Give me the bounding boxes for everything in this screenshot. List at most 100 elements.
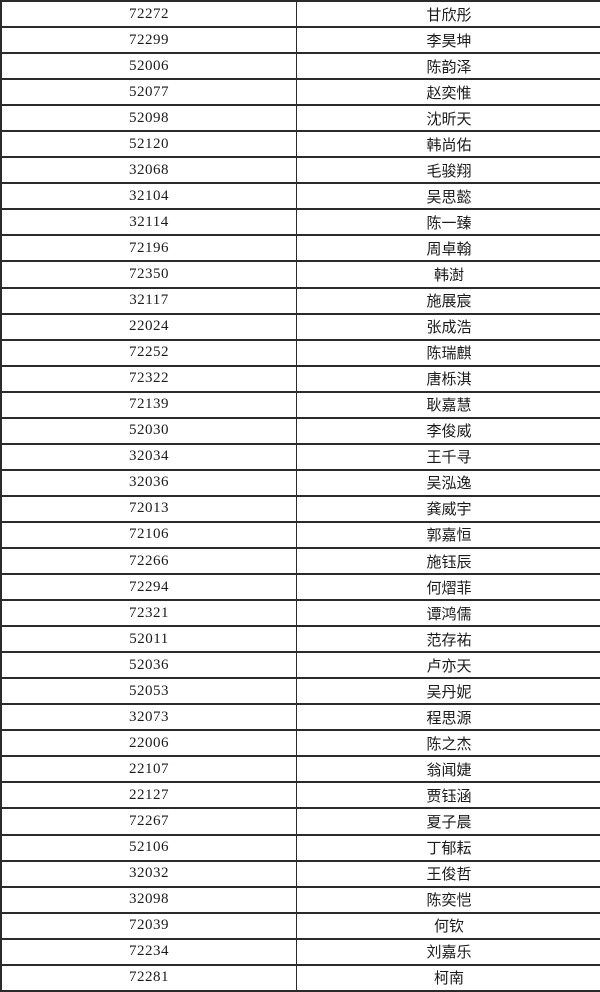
student-name-cell: 吴泓逸 (296, 468, 600, 497)
student-name-cell: 陈瑞麒 (296, 338, 600, 367)
student-id-cell: 32032 (0, 859, 297, 888)
student-id-cell: 32034 (0, 442, 297, 471)
student-id-cell: 52120 (0, 130, 297, 159)
student-name-cell: 陈奕恺 (296, 885, 600, 914)
student-id-cell: 32114 (0, 208, 297, 237)
student-name-cell: 赵奕惟 (296, 78, 600, 107)
student-id-cell: 32098 (0, 885, 297, 914)
student-id-cell: 72039 (0, 911, 297, 940)
table-row: 72039 何钦 (0, 911, 600, 940)
student-id-cell: 72322 (0, 364, 297, 393)
student-name-cell: 李昊坤 (296, 26, 600, 55)
table-row: 22127 贾钰涵 (0, 781, 600, 810)
student-id-cell: 72234 (0, 937, 297, 966)
student-name-cell: 周卓翰 (296, 234, 600, 263)
student-id-cell: 72106 (0, 520, 297, 549)
student-id-cell: 32036 (0, 468, 297, 497)
table-row: 52106 丁郁耘 (0, 833, 600, 862)
student-id-cell: 52053 (0, 677, 297, 706)
table-row: 52036 卢亦天 (0, 651, 600, 680)
table-row: 72350 韩澍 (0, 260, 600, 289)
student-id-cell: 52106 (0, 833, 297, 862)
table-row: 72267 夏子晨 (0, 807, 600, 836)
table-row: 52006 陈韵泽 (0, 52, 600, 81)
table-row: 72266 施钰辰 (0, 546, 600, 576)
student-id-cell: 32068 (0, 156, 297, 185)
table-row: 72106 郭嘉恒 (0, 520, 600, 549)
student-name-cell: 陈之杰 (296, 729, 600, 758)
student-id-cell: 22006 (0, 729, 297, 758)
student-id-cell: 22024 (0, 312, 297, 341)
student-name-cell: 吴思懿 (296, 182, 600, 211)
student-name-cell: 贾钰涵 (296, 781, 600, 810)
student-name-cell: 谭鸿儒 (296, 599, 600, 628)
student-name-cell: 程思源 (296, 703, 600, 732)
student-id-cell: 22107 (0, 755, 297, 784)
student-id-cell: 72281 (0, 963, 297, 992)
student-id-cell: 72139 (0, 390, 297, 419)
student-name-cell: 王千寻 (296, 442, 600, 471)
student-id-cell: 72266 (0, 546, 297, 576)
student-name-cell: 韩尚佑 (296, 130, 600, 159)
table-row: 52120 韩尚佑 (0, 130, 600, 159)
student-name-cell: 施展宸 (296, 286, 600, 315)
table-row: 32098 陈奕恺 (0, 885, 600, 914)
table-row: 22024 张成浩 (0, 312, 600, 341)
student-id-cell: 72272 (0, 0, 297, 29)
student-name-cell: 夏子晨 (296, 807, 600, 836)
table-row: 72322 唐栎淇 (0, 364, 600, 393)
table-row: 72294 何熠菲 (0, 573, 600, 602)
student-name-cell: 毛骏翔 (296, 156, 600, 185)
table-row: 32034 王千寻 (0, 442, 600, 471)
student-name-cell: 陈韵泽 (296, 52, 600, 81)
student-id-cell: 72267 (0, 807, 297, 836)
table-row: 72234 刘嘉乐 (0, 937, 600, 966)
student-name-cell: 龚威宇 (296, 494, 600, 523)
student-id-cell: 72013 (0, 494, 297, 523)
student-name-cell: 耿嘉慧 (296, 390, 600, 419)
student-name-cell: 丁郁耘 (296, 833, 600, 862)
student-id-cell: 52006 (0, 52, 297, 81)
table-row: 32036 吴泓逸 (0, 468, 600, 497)
table-row: 72299 李昊坤 (0, 26, 600, 55)
table-row: 22006 陈之杰 (0, 729, 600, 758)
student-name-cell: 张成浩 (296, 312, 600, 341)
student-name-cell: 陈一臻 (296, 208, 600, 237)
table-row: 72252 陈瑞麒 (0, 338, 600, 367)
student-name-cell: 吴丹妮 (296, 677, 600, 706)
student-id-cell: 52011 (0, 625, 297, 654)
student-name-cell: 韩澍 (296, 260, 600, 289)
student-id-cell: 72294 (0, 573, 297, 602)
table-row: 22107 翁闻婕 (0, 755, 600, 784)
student-id-cell: 52098 (0, 104, 297, 133)
student-id-cell: 32117 (0, 286, 297, 315)
student-id-cell: 72350 (0, 260, 297, 289)
student-id-cell: 52036 (0, 651, 297, 680)
student-id-cell: 32073 (0, 703, 297, 732)
student-id-cell: 52077 (0, 78, 297, 107)
table-row: 52098 沈昕天 (0, 104, 600, 133)
student-name-cell: 王俊哲 (296, 859, 600, 888)
student-name-cell: 翁闻婕 (296, 755, 600, 784)
student-name-cell: 沈昕天 (296, 104, 600, 133)
student-id-cell: 52030 (0, 416, 297, 445)
table-row: 72196 周卓翰 (0, 234, 600, 263)
student-name-cell: 范存祐 (296, 625, 600, 654)
student-name-cell: 刘嘉乐 (296, 937, 600, 966)
table-row: 52077 赵奕惟 (0, 78, 600, 107)
table-row: 32114 陈一臻 (0, 208, 600, 237)
table-row: 52011 范存祐 (0, 625, 600, 654)
student-name-cell: 施钰辰 (296, 546, 600, 576)
student-id-cell: 72299 (0, 26, 297, 55)
student-name-cell: 郭嘉恒 (296, 520, 600, 549)
student-name-cell: 甘欣彤 (296, 0, 600, 29)
table-row: 32073 程思源 (0, 703, 600, 732)
table-row: 32068 毛骏翔 (0, 156, 600, 185)
table-row: 32032 王俊哲 (0, 859, 600, 888)
student-name-cell: 柯南 (296, 963, 600, 992)
student-name-cell: 何钦 (296, 911, 600, 940)
table-row: 72281 柯南 (0, 963, 600, 992)
student-id-cell: 32104 (0, 182, 297, 211)
